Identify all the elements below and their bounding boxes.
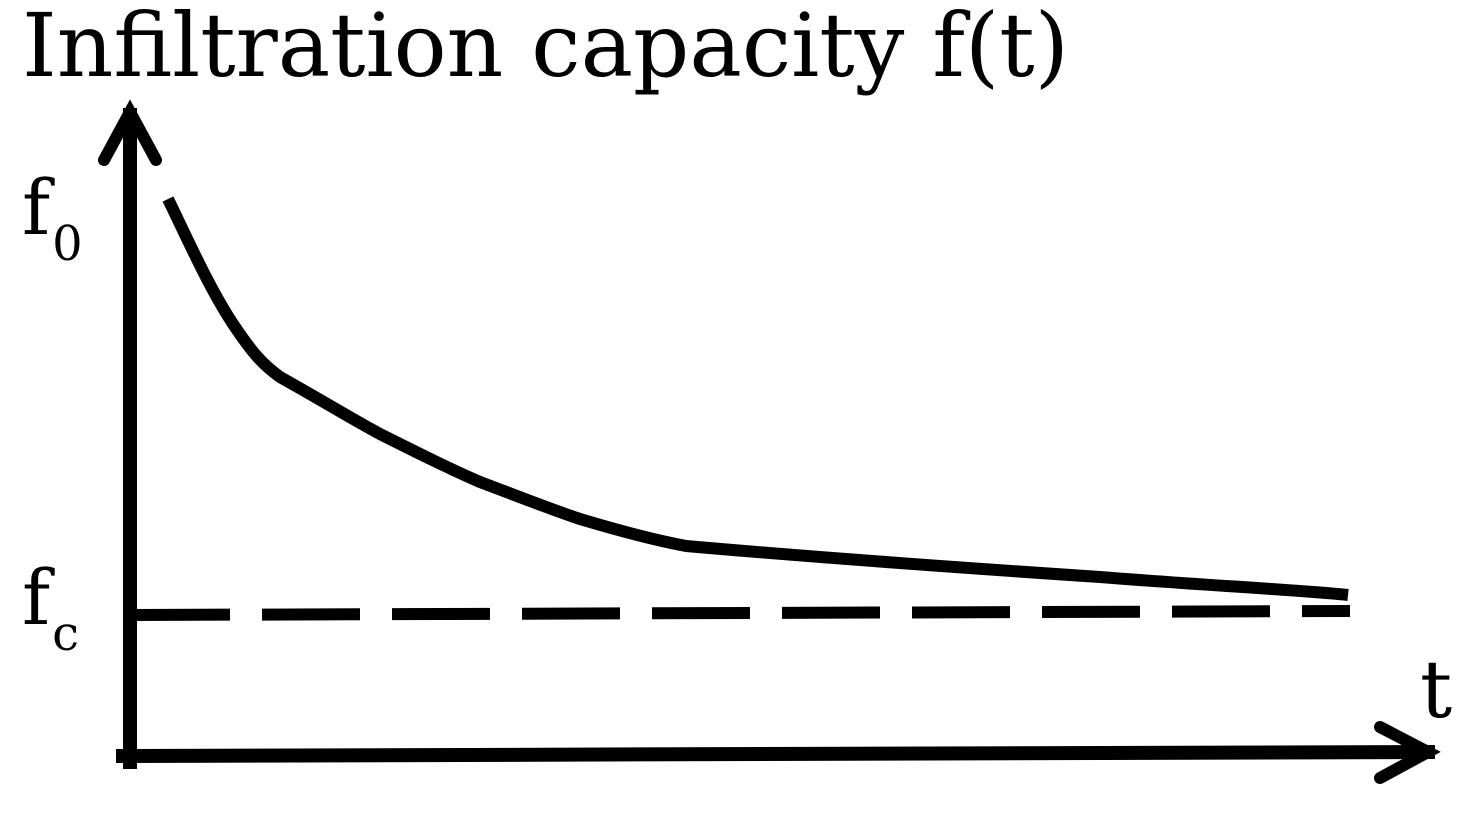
f0-subscript: 0 (52, 216, 83, 272)
f0-marker: f0 (22, 170, 83, 269)
x-axis-label: t (1420, 643, 1453, 736)
infiltration-curve (162, 196, 1349, 601)
fc-base: f (22, 553, 51, 642)
fc-subscript: c (52, 606, 80, 662)
f0-base: f (22, 163, 51, 252)
diagram-title: Infiltration capacity f(t) (22, 0, 1069, 97)
y-axis-arrowhead (98, 99, 162, 166)
x-axis (115, 744, 1436, 764)
fc-asymptote-dashed (131, 605, 1351, 621)
fc-marker: fc (22, 560, 79, 659)
x-axis-arrowhead (1374, 721, 1441, 784)
